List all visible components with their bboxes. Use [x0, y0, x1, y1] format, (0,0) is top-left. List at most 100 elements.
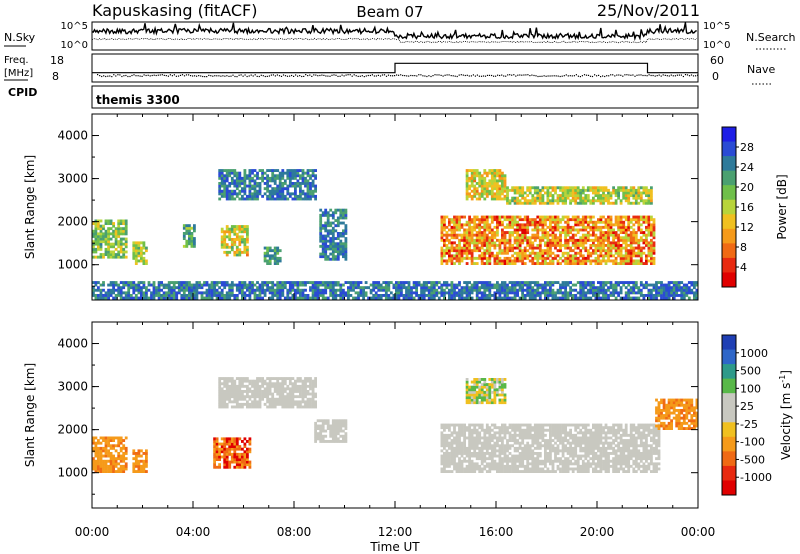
- power-cell: [215, 296, 219, 300]
- power-cell: [324, 242, 328, 246]
- freq-point: [545, 75, 547, 77]
- power-cell: [281, 182, 285, 185]
- velocity-cell: [99, 457, 103, 461]
- power-cell: [544, 191, 547, 195]
- power-cell: [546, 296, 550, 300]
- freq-point: [416, 75, 418, 77]
- power-cell: [92, 247, 95, 251]
- power-cell: [140, 249, 143, 253]
- power-cell: [677, 281, 681, 284]
- velocity-cell: [309, 405, 312, 409]
- power-cell: [569, 236, 572, 240]
- power-cell: [238, 230, 242, 234]
- power-cell: [584, 283, 588, 287]
- power-cell: [117, 219, 121, 223]
- velocity-cell: [223, 442, 227, 446]
- power-cell: [501, 176, 504, 180]
- freq-point: [640, 74, 642, 76]
- power-cell: [639, 228, 643, 232]
- power-cell: [246, 194, 249, 198]
- power-cell: [460, 288, 464, 292]
- power-cell: [268, 184, 272, 188]
- power-cell: [490, 244, 494, 247]
- power-cell: [571, 228, 575, 232]
- power-cell: [627, 201, 631, 205]
- power-cell: [627, 281, 631, 284]
- power-cell: [458, 246, 461, 250]
- power-cell: [574, 194, 578, 197]
- power-cell: [329, 221, 333, 225]
- velocity-cell: [288, 400, 292, 404]
- freq-point: [495, 75, 497, 77]
- power-cell: [468, 294, 471, 297]
- power-cell: [392, 286, 396, 290]
- power-cell: [470, 197, 474, 201]
- power-cell: [223, 286, 227, 290]
- power-cell: [556, 218, 560, 222]
- velocity-cell: [124, 436, 128, 440]
- velocity-cell: [223, 460, 227, 464]
- velocity-cell: [99, 446, 103, 450]
- power-cell: [609, 191, 613, 195]
- power-cell: [117, 253, 121, 256]
- velocity-cell: [253, 387, 257, 391]
- velocity-cell: [112, 467, 115, 471]
- freq-point: [559, 75, 561, 78]
- power-cell: [549, 215, 552, 219]
- power-cell: [132, 249, 136, 253]
- power-cell: [564, 225, 567, 229]
- velocity-cell: [246, 458, 249, 461]
- power-cell: [458, 223, 461, 227]
- power-cell: [488, 286, 492, 290]
- power-cell: [632, 251, 636, 255]
- power-cell: [243, 174, 247, 178]
- velocity-cell: [291, 382, 295, 386]
- power-cell: [506, 251, 509, 255]
- power-cell: [647, 201, 651, 205]
- power-cell: [283, 286, 287, 290]
- velocity-cell: [107, 459, 110, 463]
- power-cell: [501, 238, 504, 242]
- freq-point: [474, 75, 476, 77]
- power-cell: [299, 194, 302, 198]
- power-cell: [586, 220, 590, 224]
- power-cell: [324, 234, 328, 238]
- power-cell: [263, 182, 267, 185]
- power-cell: [496, 169, 499, 172]
- velocity-cell: [235, 390, 239, 393]
- velocity-cell: [132, 452, 136, 455]
- velocity-cell: [283, 400, 287, 404]
- power-cell: [336, 252, 340, 256]
- power-cell: [642, 218, 646, 222]
- power-cell: [680, 286, 684, 290]
- power-cell: [304, 176, 307, 180]
- power-cell: [223, 179, 227, 183]
- power-cell: [443, 251, 446, 255]
- power-cell: [496, 184, 499, 188]
- power-cell: [339, 244, 343, 248]
- power-cell: [639, 288, 643, 292]
- velocity-cell: [122, 452, 126, 455]
- power-cell: [629, 256, 633, 260]
- power-cell: [493, 246, 497, 250]
- power-cell: [677, 288, 681, 292]
- power-cell: [316, 288, 320, 292]
- power-cell: [266, 254, 269, 258]
- freq-point: [131, 74, 133, 77]
- velocity-cell: [235, 455, 239, 459]
- velocity-cell: [241, 463, 244, 467]
- power-cell: [134, 294, 138, 297]
- velocity-cell: [281, 379, 285, 383]
- power-cell: [617, 233, 620, 237]
- velocity-cell: [246, 377, 249, 380]
- power-cell: [637, 296, 641, 300]
- power-cell: [592, 186, 595, 190]
- power-cell: [632, 241, 636, 245]
- power-cell: [336, 255, 340, 259]
- power-cell: [238, 192, 242, 196]
- power-cell: [556, 220, 560, 224]
- power-cell: [458, 228, 461, 232]
- power-cell: [319, 255, 323, 259]
- power-cell: [508, 288, 512, 292]
- power-cell: [170, 281, 174, 284]
